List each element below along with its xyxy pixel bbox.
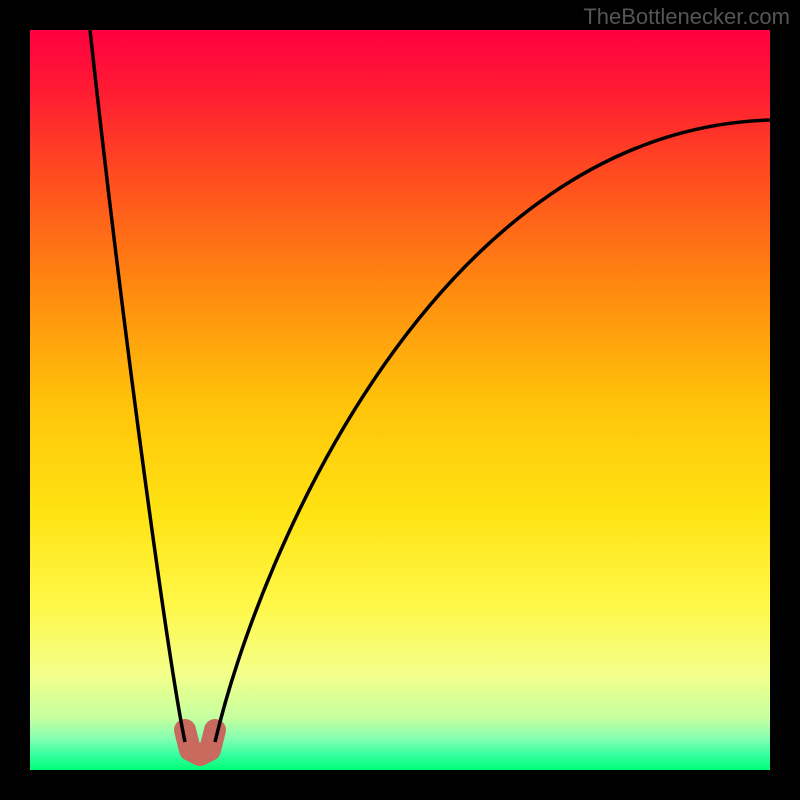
plot-area [30,30,770,770]
watermark-text: TheBottlenecker.com [583,4,790,30]
dip-marker [185,730,215,755]
bottleneck-curve [30,30,770,770]
chart-container: TheBottlenecker.com [0,0,800,800]
curve-right-branch [215,120,770,742]
curve-left-branch [90,30,185,742]
